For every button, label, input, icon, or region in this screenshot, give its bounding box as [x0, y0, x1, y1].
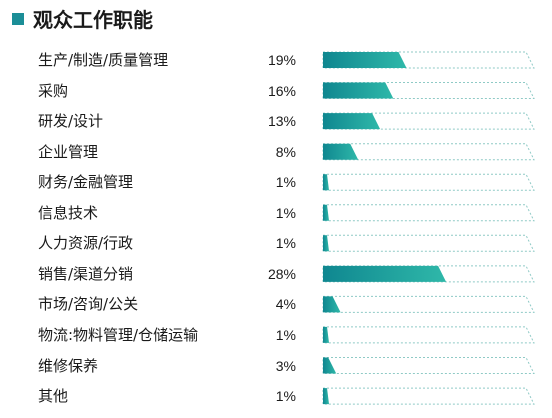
- bar-fill: [323, 265, 447, 282]
- bar-track: [322, 143, 535, 161]
- value-label: 3%: [275, 357, 296, 374]
- value-label: 8%: [275, 143, 296, 160]
- bar-track: [322, 112, 535, 130]
- bar-track: [322, 357, 535, 374]
- bar-track: [322, 387, 535, 405]
- category-label: 企业管理: [38, 142, 99, 161]
- bar-track: [322, 265, 535, 283]
- bar-track: [322, 295, 535, 313]
- bar-fill: [323, 113, 381, 130]
- category-label: 销售/渠道分销: [38, 264, 134, 283]
- value-label: 1%: [275, 235, 296, 252]
- value-label: 1%: [275, 326, 296, 343]
- bar-track: [322, 51, 535, 69]
- value-label: 19%: [267, 52, 296, 68]
- category-label: 其他: [38, 387, 69, 406]
- bar-fill: [323, 204, 329, 221]
- bar-track: [322, 82, 535, 99]
- bar-fill: [323, 82, 394, 99]
- bar-fill: [323, 143, 359, 160]
- category-label: 市场/咨询/公关: [38, 295, 139, 314]
- category-label: 研发/设计: [38, 112, 104, 131]
- value-label: 28%: [267, 265, 296, 282]
- bar-track: [322, 173, 535, 191]
- bar-fill: [323, 388, 329, 405]
- category-label: 采购: [38, 81, 69, 100]
- bar-track: [322, 234, 535, 252]
- value-label: 13%: [267, 113, 296, 130]
- category-label: 生产/制造/质量管理: [38, 51, 169, 69]
- value-label: 4%: [275, 296, 296, 313]
- title-marker: [12, 13, 24, 25]
- category-label: 人力资源/行政: [38, 234, 134, 253]
- bar-fill: [323, 174, 329, 191]
- bar-fill: [323, 52, 407, 68]
- bar-fill: [323, 326, 329, 343]
- category-label: 信息技术: [38, 203, 99, 222]
- category-label: 物流:物料管理/仓储运输: [38, 325, 199, 344]
- bar-fill: [323, 296, 341, 313]
- bar-fill: [323, 357, 337, 374]
- value-label: 1%: [275, 388, 296, 405]
- bar-track: [322, 204, 535, 222]
- category-label: 维修保养: [38, 356, 99, 375]
- value-label: 16%: [267, 82, 296, 99]
- value-label: 1%: [275, 174, 296, 191]
- category-label: 财务/金融管理: [38, 173, 134, 192]
- chart-title: 观众工作职能: [33, 8, 153, 32]
- bar-fill: [323, 235, 329, 252]
- value-label: 1%: [275, 204, 296, 221]
- bar-track: [322, 326, 535, 344]
